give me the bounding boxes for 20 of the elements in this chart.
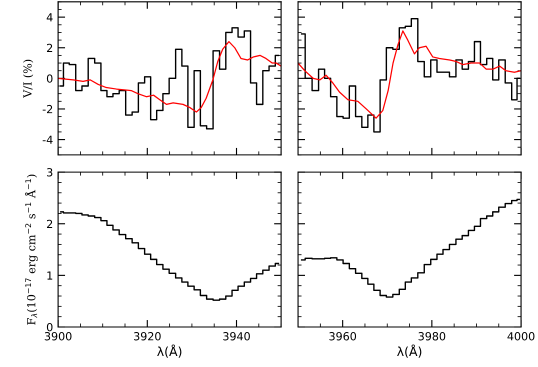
x-tick-label: 3960 — [329, 332, 356, 340]
text: F$_{λ}$(10$^{−17}$ erg cm$^{−2}$ s$^{−1}$ Å$^{−1}$) — [24, 174, 38, 325]
x-tick-label: 3940 — [223, 332, 250, 340]
y-tick-label: 0 — [46, 322, 53, 332]
y-tick-label: 0 — [46, 74, 53, 83]
y-tick-label: 1 — [47, 271, 52, 280]
y-tick-label: 2 — [46, 44, 52, 52]
y-tick-label: 3 — [47, 168, 52, 176]
y-tick-label: -4 — [42, 136, 53, 144]
y-tick-label: 2 — [46, 220, 52, 228]
y-tick-label: 4 — [46, 13, 53, 22]
y-tick-label: -2 — [42, 104, 52, 114]
x-tick-label: 3980 — [418, 332, 446, 340]
y-axis-title: V/I (%) — [23, 60, 34, 98]
x-axis-title: λ(Å) — [397, 344, 422, 358]
line-series — [58, 41, 282, 113]
x-axis-title: λ(Å) — [157, 344, 182, 358]
x-tick-label: 4000 — [507, 332, 534, 340]
x-tick-label: 3900 — [44, 332, 72, 340]
x-tick-label: 3920 — [134, 332, 161, 340]
